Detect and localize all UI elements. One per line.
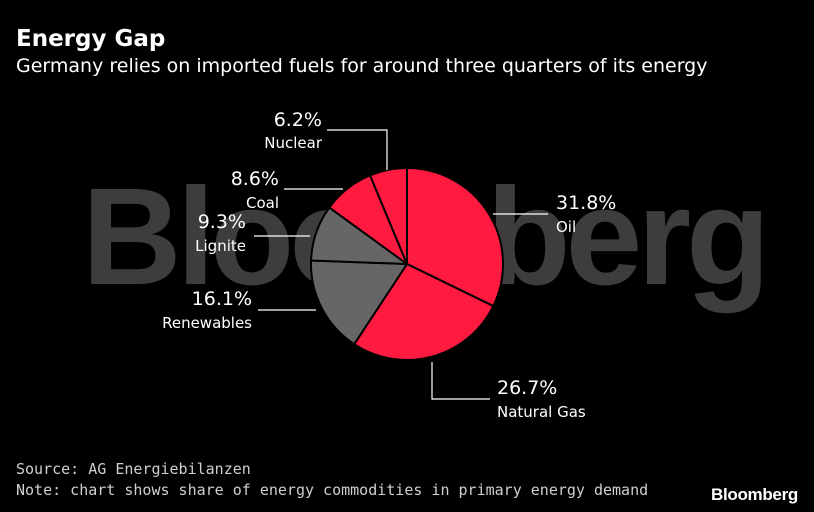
category-label-oil: Oil (556, 218, 576, 236)
category-label-lignite: Lignite (195, 237, 246, 255)
bloomberg-logo: Bloomberg (710, 485, 798, 504)
category-label-renewables: Renewables (162, 314, 252, 332)
chart-subtitle: Germany relies on imported fuels for aro… (16, 55, 708, 77)
pie-slice-oil (406, 167, 504, 308)
leader-line-nuclear (327, 129, 388, 170)
category-label-coal: Coal (246, 194, 279, 212)
category-label-natural-gas: Natural Gas (497, 403, 586, 421)
pie-slice-natural-gas (353, 263, 495, 361)
source-note: Source: AG Energiebilanzen (16, 460, 251, 478)
footnote: Note: chart shows share of energy commod… (16, 481, 649, 499)
pie-slice-renewables (310, 259, 408, 346)
pie-slice-nuclear (369, 167, 408, 265)
category-label-nuclear: Nuclear (264, 134, 323, 152)
value-label-lignite: 9.3% (198, 211, 246, 233)
value-label-coal: 8.6% (231, 168, 279, 190)
leader-line-natural-gas (431, 362, 490, 400)
labels-layer: 31.8% Oil 26.7% Natural Gas 16.1% Renewables 9… (162, 109, 616, 421)
value-label-natural-gas: 26.7% (497, 377, 557, 399)
value-label-renewables: 16.1% (192, 288, 252, 310)
chart-title: Energy Gap (16, 26, 166, 52)
value-label-oil: 31.8% (556, 192, 616, 214)
value-label-nuclear: 6.2% (274, 109, 322, 131)
slices-layer (310, 167, 504, 361)
